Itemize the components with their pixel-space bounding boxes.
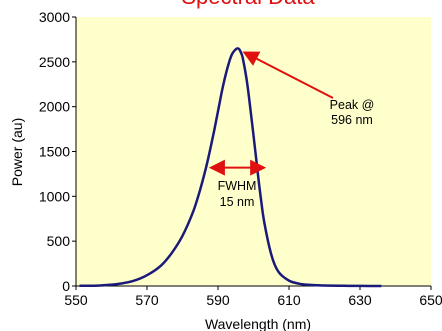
peak-label-line1: Peak @ [330, 98, 375, 112]
y-tick-label: 1500 [39, 144, 70, 160]
y-tick-label: 0 [62, 278, 70, 294]
x-axis-ticks: 550 570 590 610 630 650 [64, 286, 442, 308]
x-tick-label: 650 [419, 292, 442, 308]
x-tick-label: 610 [277, 292, 301, 308]
x-tick-label: 570 [135, 292, 159, 308]
fwhm-label-line1: FWHM [218, 179, 257, 193]
y-axis-ticks: 0 500 1000 1500 2000 2500 3000 [39, 9, 76, 294]
x-axis-title: Wavelength (nm) [205, 316, 311, 331]
y-axis-title: Power (au) [9, 118, 25, 186]
fwhm-label-line2: 15 nm [220, 195, 255, 209]
x-tick-label: 550 [64, 292, 88, 308]
peak-arrow [242, 51, 334, 99]
x-tick-label: 630 [348, 292, 372, 308]
peak-label-line2: 596 nm [331, 113, 373, 127]
y-tick-label: 3000 [39, 9, 70, 25]
y-tick-label: 1000 [39, 188, 70, 204]
y-tick-label: 2000 [39, 99, 70, 115]
spectrum-line [79, 47, 382, 288]
chart-title: Spectral Data [181, 0, 315, 9]
x-tick-label: 590 [206, 292, 230, 308]
y-tick-label: 500 [47, 233, 71, 249]
y-tick-label: 2500 [39, 54, 70, 70]
